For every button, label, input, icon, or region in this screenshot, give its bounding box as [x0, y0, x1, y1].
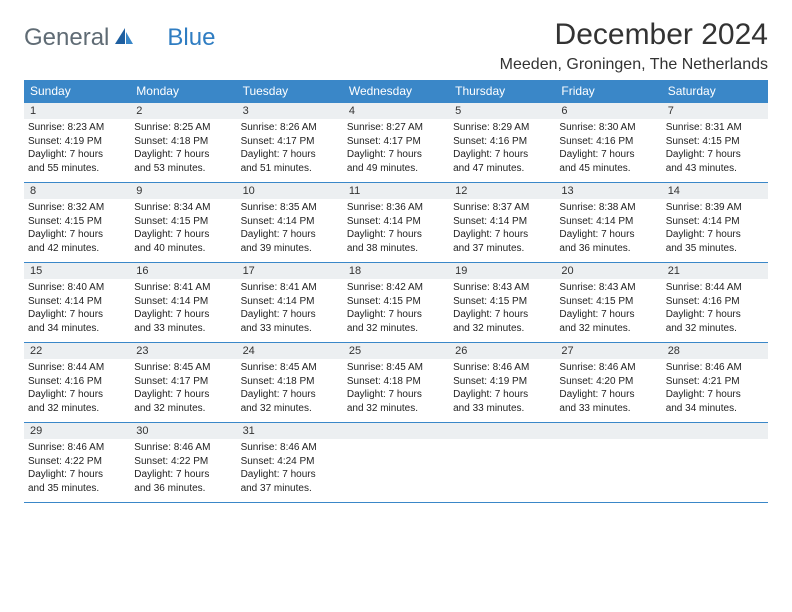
logo-sail-icon [113, 26, 135, 51]
day-number: 12 [449, 183, 555, 200]
day-number: 29 [24, 423, 130, 440]
day-details: Sunrise: 8:23 AMSunset: 4:19 PMDaylight:… [24, 119, 130, 183]
daynum-row: 1234567 [24, 103, 768, 120]
calendar-page: General Blue December 2024 Meeden, Groni… [0, 0, 792, 521]
day-details: Sunrise: 8:35 AMSunset: 4:14 PMDaylight:… [237, 199, 343, 263]
day-details: Sunrise: 8:34 AMSunset: 4:15 PMDaylight:… [130, 199, 236, 263]
day-details [449, 439, 555, 503]
day-number: 3 [237, 103, 343, 120]
day-details: Sunrise: 8:41 AMSunset: 4:14 PMDaylight:… [130, 279, 236, 343]
day-number: 17 [237, 263, 343, 280]
day-number [662, 423, 768, 440]
day-number: 10 [237, 183, 343, 200]
day-number: 15 [24, 263, 130, 280]
day-details: Sunrise: 8:32 AMSunset: 4:15 PMDaylight:… [24, 199, 130, 263]
day-number [449, 423, 555, 440]
day-details: Sunrise: 8:43 AMSunset: 4:15 PMDaylight:… [449, 279, 555, 343]
day-details: Sunrise: 8:46 AMSunset: 4:22 PMDaylight:… [130, 439, 236, 503]
day-details: Sunrise: 8:36 AMSunset: 4:14 PMDaylight:… [343, 199, 449, 263]
day-number: 28 [662, 343, 768, 360]
day-details: Sunrise: 8:44 AMSunset: 4:16 PMDaylight:… [662, 279, 768, 343]
day-number: 21 [662, 263, 768, 280]
day-details: Sunrise: 8:30 AMSunset: 4:16 PMDaylight:… [555, 119, 661, 183]
day-number [555, 423, 661, 440]
day-details: Sunrise: 8:46 AMSunset: 4:19 PMDaylight:… [449, 359, 555, 423]
day-details: Sunrise: 8:45 AMSunset: 4:18 PMDaylight:… [237, 359, 343, 423]
day-number: 26 [449, 343, 555, 360]
day-number: 18 [343, 263, 449, 280]
detail-row: Sunrise: 8:32 AMSunset: 4:15 PMDaylight:… [24, 199, 768, 263]
title-block: December 2024 Meeden, Groningen, The Net… [500, 18, 768, 74]
day-details: Sunrise: 8:44 AMSunset: 4:16 PMDaylight:… [24, 359, 130, 423]
detail-row: Sunrise: 8:44 AMSunset: 4:16 PMDaylight:… [24, 359, 768, 423]
day-details: Sunrise: 8:40 AMSunset: 4:14 PMDaylight:… [24, 279, 130, 343]
day-number: 5 [449, 103, 555, 120]
day-number: 19 [449, 263, 555, 280]
calendar-table: Sunday Monday Tuesday Wednesday Thursday… [24, 80, 768, 503]
day-number: 20 [555, 263, 661, 280]
detail-row: Sunrise: 8:46 AMSunset: 4:22 PMDaylight:… [24, 439, 768, 503]
day-details: Sunrise: 8:25 AMSunset: 4:18 PMDaylight:… [130, 119, 236, 183]
day-number: 16 [130, 263, 236, 280]
day-number: 23 [130, 343, 236, 360]
day-details [343, 439, 449, 503]
day-details: Sunrise: 8:46 AMSunset: 4:20 PMDaylight:… [555, 359, 661, 423]
day-number: 13 [555, 183, 661, 200]
day-number: 6 [555, 103, 661, 120]
day-number: 24 [237, 343, 343, 360]
weekday-header: Monday [130, 80, 236, 103]
weekday-header: Tuesday [237, 80, 343, 103]
day-details: Sunrise: 8:41 AMSunset: 4:14 PMDaylight:… [237, 279, 343, 343]
day-number: 11 [343, 183, 449, 200]
day-number [343, 423, 449, 440]
detail-row: Sunrise: 8:23 AMSunset: 4:19 PMDaylight:… [24, 119, 768, 183]
day-details: Sunrise: 8:38 AMSunset: 4:14 PMDaylight:… [555, 199, 661, 263]
day-number: 30 [130, 423, 236, 440]
day-details: Sunrise: 8:37 AMSunset: 4:14 PMDaylight:… [449, 199, 555, 263]
day-details: Sunrise: 8:46 AMSunset: 4:24 PMDaylight:… [237, 439, 343, 503]
weekday-header: Sunday [24, 80, 130, 103]
logo-blue: Blue [167, 24, 215, 52]
day-details: Sunrise: 8:27 AMSunset: 4:17 PMDaylight:… [343, 119, 449, 183]
daynum-row: 15161718192021 [24, 263, 768, 280]
day-number: 2 [130, 103, 236, 120]
day-details [555, 439, 661, 503]
logo-general: General [24, 24, 109, 52]
day-number: 7 [662, 103, 768, 120]
day-details: Sunrise: 8:45 AMSunset: 4:17 PMDaylight:… [130, 359, 236, 423]
day-number: 1 [24, 103, 130, 120]
daynum-row: 891011121314 [24, 183, 768, 200]
weekday-header: Friday [555, 80, 661, 103]
weekday-header-row: Sunday Monday Tuesday Wednesday Thursday… [24, 80, 768, 103]
day-number: 27 [555, 343, 661, 360]
weekday-header: Wednesday [343, 80, 449, 103]
month-title: December 2024 [500, 18, 768, 52]
day-details: Sunrise: 8:46 AMSunset: 4:21 PMDaylight:… [662, 359, 768, 423]
day-number: 31 [237, 423, 343, 440]
weekday-header: Thursday [449, 80, 555, 103]
day-details: Sunrise: 8:31 AMSunset: 4:15 PMDaylight:… [662, 119, 768, 183]
weekday-header: Saturday [662, 80, 768, 103]
day-details: Sunrise: 8:42 AMSunset: 4:15 PMDaylight:… [343, 279, 449, 343]
daynum-row: 22232425262728 [24, 343, 768, 360]
day-details: Sunrise: 8:46 AMSunset: 4:22 PMDaylight:… [24, 439, 130, 503]
day-number: 25 [343, 343, 449, 360]
day-details: Sunrise: 8:29 AMSunset: 4:16 PMDaylight:… [449, 119, 555, 183]
logo: General Blue [24, 24, 215, 52]
day-number: 14 [662, 183, 768, 200]
day-details: Sunrise: 8:43 AMSunset: 4:15 PMDaylight:… [555, 279, 661, 343]
day-details: Sunrise: 8:39 AMSunset: 4:14 PMDaylight:… [662, 199, 768, 263]
day-number: 8 [24, 183, 130, 200]
day-number: 22 [24, 343, 130, 360]
location: Meeden, Groningen, The Netherlands [500, 56, 768, 74]
detail-row: Sunrise: 8:40 AMSunset: 4:14 PMDaylight:… [24, 279, 768, 343]
day-details [662, 439, 768, 503]
day-number: 9 [130, 183, 236, 200]
header: General Blue December 2024 Meeden, Groni… [24, 18, 768, 74]
day-details: Sunrise: 8:45 AMSunset: 4:18 PMDaylight:… [343, 359, 449, 423]
day-details: Sunrise: 8:26 AMSunset: 4:17 PMDaylight:… [237, 119, 343, 183]
day-number: 4 [343, 103, 449, 120]
daynum-row: 293031 [24, 423, 768, 440]
